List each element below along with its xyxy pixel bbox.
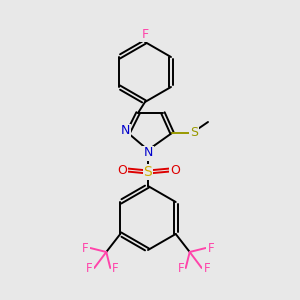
Text: F: F: [177, 262, 184, 275]
Text: F: F: [82, 242, 88, 254]
Text: F: F: [112, 262, 119, 275]
Text: F: F: [203, 262, 210, 275]
Text: S: S: [144, 165, 152, 179]
Text: F: F: [207, 242, 214, 254]
Text: S: S: [190, 127, 198, 140]
Text: O: O: [170, 164, 180, 176]
Text: F: F: [141, 28, 148, 40]
Text: N: N: [120, 124, 130, 137]
Text: N: N: [143, 146, 153, 160]
Text: F: F: [86, 262, 93, 275]
Text: O: O: [117, 164, 127, 176]
